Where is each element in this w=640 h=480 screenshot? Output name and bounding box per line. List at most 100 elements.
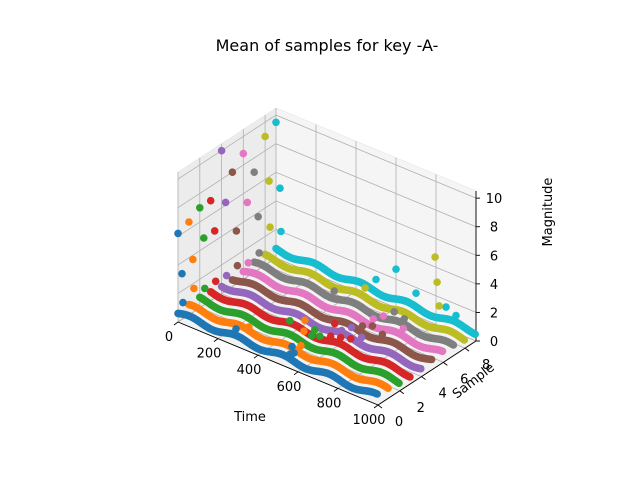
data-point (379, 312, 388, 320)
chart-title: Mean of samples for key -A- (216, 36, 439, 55)
data-point (361, 284, 369, 292)
y-tick-mark (421, 376, 426, 380)
data-point (255, 249, 263, 257)
data-point (336, 333, 345, 342)
y-tick-mark (464, 347, 470, 352)
x-tick-mark (333, 388, 339, 392)
data-point (372, 275, 380, 284)
data-point (250, 168, 258, 176)
y-tick-label: 8 (482, 358, 490, 373)
z-tick-label: 4 (490, 278, 498, 293)
data-point (435, 302, 443, 310)
x-tick-mark (173, 321, 179, 326)
data-point (217, 146, 226, 155)
data-point (417, 364, 425, 373)
data-point (400, 315, 409, 323)
y-tick-label: 6 (460, 372, 468, 387)
data-point (406, 373, 414, 381)
data-point (384, 384, 392, 393)
data-point (201, 284, 209, 293)
data-point (210, 227, 219, 235)
data-point (288, 342, 296, 351)
data-point (311, 326, 319, 334)
data-point (427, 355, 436, 364)
data-point (222, 271, 231, 280)
data-point (233, 261, 242, 270)
data-point (243, 198, 252, 207)
data-point (373, 390, 382, 398)
data-point (272, 118, 280, 127)
data-point (286, 317, 294, 325)
data-point (189, 255, 197, 264)
data-point (266, 223, 274, 231)
y-tick-label: 4 (438, 387, 446, 402)
data-point (211, 277, 220, 286)
data-point (244, 259, 253, 267)
data-point (326, 332, 335, 341)
y-axis-line (377, 340, 477, 406)
x-tick-label: 0 (165, 330, 173, 345)
y-tick-mark (399, 390, 405, 395)
data-point (346, 335, 355, 343)
data-point (228, 168, 237, 176)
data-point (452, 311, 460, 320)
x-tick-label: 800 (317, 396, 342, 411)
data-point (261, 132, 269, 141)
x-tick-mark (293, 371, 299, 376)
data-point (190, 284, 198, 293)
series-4 (217, 146, 425, 373)
data-point (399, 324, 408, 333)
data-point (330, 287, 339, 295)
x-tick-mark (373, 404, 379, 409)
data-point (174, 229, 182, 238)
data-point (179, 298, 187, 307)
grid-line-z (177, 143, 477, 228)
x-tick-mark (213, 338, 219, 342)
plot-area (174, 118, 480, 398)
data-point (254, 212, 262, 221)
x-axis-line (177, 321, 379, 406)
grid-line-z (177, 171, 477, 256)
data-point (433, 278, 441, 287)
series-9 (272, 118, 480, 339)
data-point (206, 196, 215, 205)
data-point (357, 333, 366, 342)
data-point (301, 316, 309, 325)
series-2 (196, 204, 403, 388)
axis-edges (173, 191, 480, 409)
y-tick-mark (377, 404, 383, 409)
x-tick-label: 400 (237, 363, 262, 378)
z-tick-label: 6 (490, 249, 498, 264)
y-tick-label: 0 (395, 415, 403, 430)
data-point (347, 323, 356, 332)
data-point (308, 331, 316, 340)
data-point (442, 303, 450, 311)
data-point (300, 327, 308, 336)
z-tick-label: 0 (490, 335, 498, 350)
z-axis-label: Magnitude (541, 178, 556, 247)
y-tick-mark (443, 361, 448, 366)
data-point (368, 322, 377, 330)
data-point (245, 323, 253, 331)
data-point (460, 336, 469, 344)
z-tick-label: 8 (490, 221, 498, 236)
grid-line-z (177, 200, 477, 285)
grid-line-z (177, 114, 477, 199)
data-point (392, 265, 400, 274)
data-point (449, 341, 458, 349)
data-point (185, 218, 193, 226)
series-7 (250, 168, 458, 349)
data-point (221, 198, 230, 207)
data-point (471, 330, 480, 339)
data-point (431, 253, 439, 261)
x-tick-mark (253, 354, 259, 359)
data-point (297, 341, 305, 350)
z-tick-label: 2 (490, 306, 498, 321)
data-point (395, 379, 403, 388)
data-point (276, 184, 284, 192)
data-point (290, 349, 298, 357)
data-point (239, 149, 248, 158)
data-point (316, 332, 324, 340)
data-point (390, 308, 399, 316)
